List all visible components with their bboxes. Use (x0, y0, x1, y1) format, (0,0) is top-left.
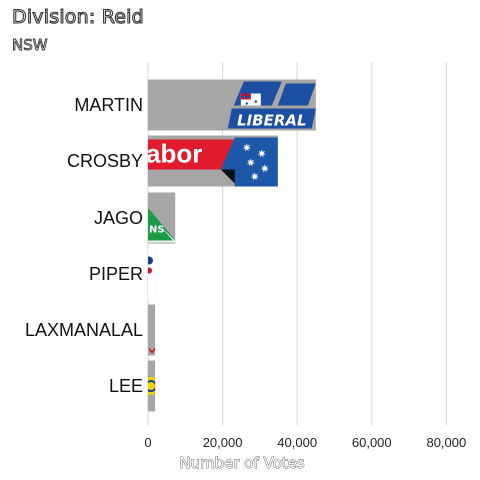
bars: LIBERAL abor NS (131, 80, 316, 412)
bar-martin: LIBERAL (148, 80, 316, 131)
category-labels: MARTIN CROSBY JAGO PIPER LAXMANALAL LEE (25, 95, 143, 396)
category-label-lee: LEE (109, 376, 143, 396)
x-tick-label-1: 20,000 (203, 435, 243, 450)
svg-text:LIBERAL: LIBERAL (237, 112, 307, 130)
category-label-jago: JAGO (94, 208, 143, 228)
other-logo (145, 249, 157, 300)
bar-rect-laxmanalal (148, 305, 155, 356)
svg-text:NS: NS (149, 225, 165, 236)
x-axis-ticks: 0 20,000 40,000 60,000 80,000 (144, 435, 466, 450)
bar-lee (142, 361, 160, 412)
svg-text:abor: abor (146, 139, 202, 169)
x-axis-title: Number of Votes (179, 454, 305, 472)
category-label-laxmanalal: LAXMANALAL (25, 320, 143, 340)
x-tick-label-0: 0 (144, 435, 151, 450)
x-tick-label-2: 40,000 (277, 435, 317, 450)
liberal-logo: LIBERAL (228, 82, 316, 130)
category-label-crosby: CROSBY (67, 151, 143, 171)
x-tick-label-3: 60,000 (352, 435, 392, 450)
category-label-martin: MARTIN (74, 95, 143, 115)
bar-piper (145, 249, 157, 300)
category-label-piper: PIPER (89, 264, 143, 284)
bar-crosby: abor (146, 136, 278, 187)
bar-laxmanalal (148, 305, 155, 356)
other-logo (142, 377, 160, 395)
x-tick-label-4: 80,000 (426, 435, 466, 450)
